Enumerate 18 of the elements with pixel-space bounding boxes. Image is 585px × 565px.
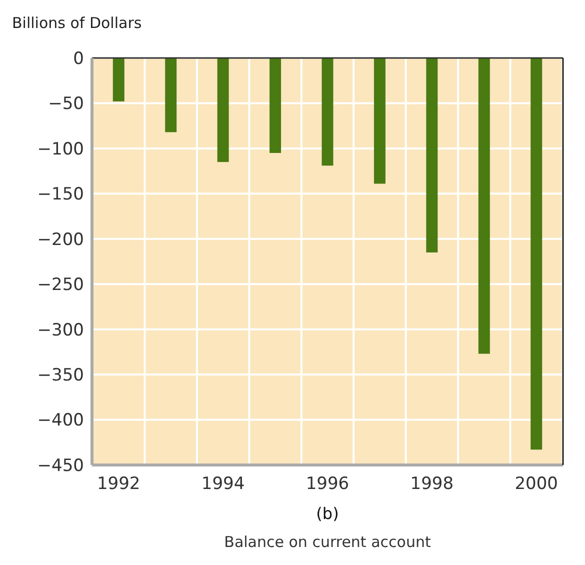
text: (b) (316, 504, 339, 523)
y-tick-label: −50 (48, 94, 84, 114)
y-tick-label: −300 (37, 320, 84, 340)
x-tick-label: 1998 (410, 474, 454, 494)
text: Balance on current account (224, 533, 431, 551)
y-tick-label: −150 (37, 184, 84, 205)
y-tick-label: −450 (37, 456, 84, 476)
x-tick-label: 1996 (306, 474, 350, 494)
y-axis-title: Billions of Dollars (12, 14, 142, 32)
x-tick-label: 1992 (97, 474, 140, 494)
y-tick-label: −200 (37, 230, 84, 250)
y-tick-label: −100 (37, 139, 84, 160)
y-tick-label: −400 (37, 410, 84, 431)
y-tick-label: 0 (73, 48, 84, 69)
y-tick-label: −250 (37, 275, 84, 296)
x-tick-label: 2000 (514, 474, 558, 494)
x-tick-label: 1994 (201, 474, 245, 494)
y-tick-label: −350 (37, 366, 84, 386)
